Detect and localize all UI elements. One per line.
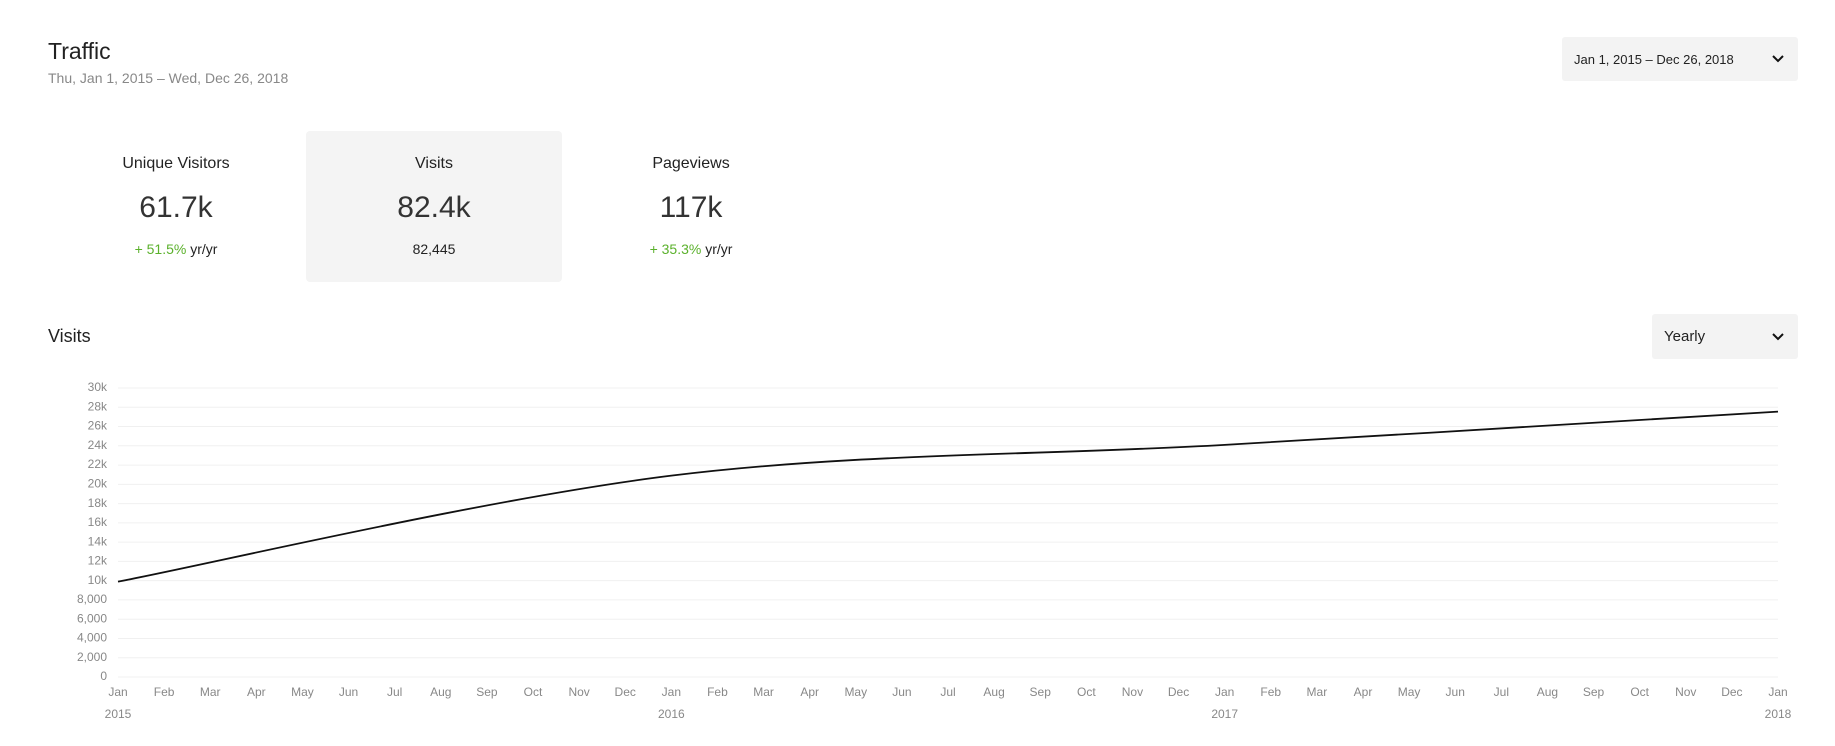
x-tick-label: Apr — [1354, 685, 1373, 699]
x-year-label: 2016 — [658, 707, 685, 721]
stat-change: + 51.5% — [134, 241, 187, 257]
y-tick-label: 14k — [88, 534, 108, 548]
x-tick-label: Aug — [430, 685, 451, 699]
x-tick-label: Jan — [1215, 685, 1234, 699]
x-tick-label: May — [844, 685, 867, 699]
stat-card[interactable]: Unique Visitors 61.7k + 51.5% yr/yr — [48, 131, 304, 282]
date-range-label: Jan 1, 2015 – Dec 26, 2018 — [1574, 51, 1734, 67]
x-tick-label: Sep — [1030, 685, 1052, 699]
x-tick-label: Jul — [1494, 685, 1509, 699]
x-tick-label: Aug — [1537, 685, 1558, 699]
x-tick-label: Dec — [615, 685, 636, 699]
chevron-icon — [1772, 55, 1784, 63]
y-tick-label: 0 — [100, 669, 107, 683]
interval-label: Yearly — [1664, 328, 1706, 345]
chevron-icon — [1772, 332, 1784, 340]
y-tick-label: 24k — [88, 438, 108, 452]
x-tick-label: May — [291, 685, 314, 699]
x-tick-label: Jan — [662, 685, 681, 699]
y-tick-label: 4,000 — [77, 631, 107, 645]
y-tick-label: 26k — [88, 419, 108, 433]
x-tick-label: Apr — [247, 685, 266, 699]
x-tick-label: Jun — [892, 685, 911, 699]
date-range-dropdown[interactable]: Jan 1, 2015 – Dec 26, 2018 — [1562, 37, 1798, 81]
x-tick-label: Feb — [1260, 685, 1281, 699]
x-tick-label: Jul — [940, 685, 955, 699]
x-tick-label: Oct — [1630, 685, 1649, 699]
y-tick-label: 28k — [88, 399, 108, 413]
stat-detail: 82,445 — [412, 241, 456, 257]
x-year-label: 2017 — [1211, 707, 1238, 721]
y-tick-label: 8,000 — [77, 592, 107, 606]
x-tick-label: Oct — [524, 685, 543, 699]
x-tick-label: Jan — [1768, 685, 1787, 699]
x-tick-label: Oct — [1077, 685, 1096, 699]
page-subtitle: Thu, Jan 1, 2015 – Wed, Dec 26, 2018 — [48, 70, 289, 86]
line-series — [117, 410, 1779, 583]
x-tick-label: Sep — [476, 685, 498, 699]
stat-card[interactable]: Visits 82.4k 82,445 — [306, 131, 562, 282]
y-tick-label: 12k — [88, 554, 108, 568]
y-tick-label: 30k — [88, 380, 108, 394]
stat-suffix: yr/yr — [705, 241, 733, 257]
y-tick-label: 16k — [88, 515, 108, 529]
stat-label: Visits — [415, 155, 453, 172]
x-tick-label: Nov — [1675, 685, 1696, 699]
stat-value: 61.7k — [139, 191, 213, 224]
y-tick-label: 18k — [88, 496, 108, 510]
x-tick-label: Nov — [568, 685, 589, 699]
y-tick-label: 6,000 — [77, 611, 107, 625]
stat-value: 82.4k — [397, 191, 471, 224]
x-tick-label: Feb — [154, 685, 175, 699]
x-tick-label: Jul — [387, 685, 402, 699]
x-year-label: 2018 — [1765, 707, 1792, 721]
stat-change: + 35.3% — [649, 241, 702, 257]
y-tick-label: 20k — [88, 477, 108, 491]
x-tick-label: Mar — [753, 685, 774, 699]
x-tick-label: May — [1398, 685, 1421, 699]
x-tick-label: Dec — [1721, 685, 1742, 699]
y-tick-label: 10k — [88, 573, 108, 587]
stat-value: 117k — [659, 191, 723, 224]
page-title: Traffic — [48, 38, 111, 64]
x-tick-label: Mar — [1307, 685, 1328, 699]
x-year-label: 2015 — [105, 707, 132, 721]
x-tick-label: Aug — [983, 685, 1004, 699]
stat-suffix: yr/yr — [190, 241, 218, 257]
stat-label: Unique Visitors — [122, 155, 230, 172]
x-tick-label: Apr — [800, 685, 819, 699]
interval-dropdown[interactable]: Yearly — [1652, 314, 1798, 359]
x-tick-label: Jun — [1446, 685, 1465, 699]
stat-card[interactable]: Pageviews 117k + 35.3% yr/yr — [563, 131, 819, 282]
x-tick-label: Feb — [707, 685, 728, 699]
stat-label: Pageviews — [652, 155, 730, 172]
y-tick-label: 22k — [88, 457, 108, 471]
x-tick-label: Nov — [1122, 685, 1143, 699]
x-tick-label: Sep — [1583, 685, 1605, 699]
x-tick-label: Mar — [200, 685, 221, 699]
section-title: Visits — [48, 326, 91, 346]
x-tick-label: Jun — [339, 685, 358, 699]
x-tick-label: Dec — [1168, 685, 1189, 699]
x-tick-label: Jan — [108, 685, 127, 699]
y-tick-label: 2,000 — [77, 650, 107, 664]
